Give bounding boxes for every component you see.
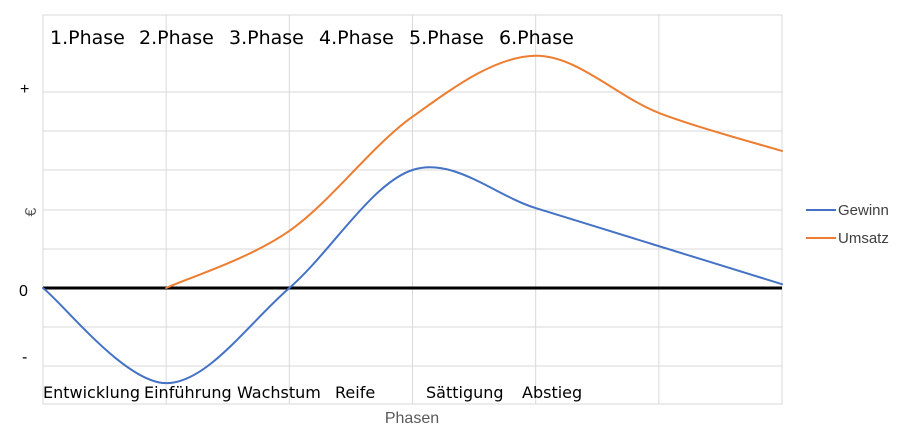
category-label: Abstieg — [522, 383, 582, 402]
y-tick-minus: - — [22, 349, 27, 366]
legend: Gewinn Umsatz — [806, 202, 889, 247]
category-label: Sättigung — [426, 383, 504, 402]
series-line-umsatz — [165, 54, 783, 289]
phase-label: 5.Phase — [409, 27, 484, 49]
phase-label: 4.Phase — [319, 27, 394, 49]
category-label: Entwicklung — [43, 383, 140, 402]
legend-label-gewinn: Gewinn — [838, 202, 889, 219]
phase-label: 1.Phase — [50, 27, 125, 49]
x-axis-title: Phasen — [385, 410, 439, 427]
phase-label: 6.Phase — [499, 27, 574, 49]
legend-label-umsatz: Umsatz — [838, 230, 889, 247]
series-line-gewinn — [42, 166, 783, 385]
phase-label: 2.Phase — [139, 27, 214, 49]
y-tick-zero: 0 — [19, 283, 28, 300]
category-label: Wachstum — [237, 383, 321, 402]
y-tick-plus: + — [20, 81, 29, 98]
category-label: Reife — [335, 383, 375, 402]
series-lines — [42, 54, 783, 385]
category-labels: Entwicklung Einführung Wachstum Reife Sättig… — [43, 383, 582, 402]
y-axis-title: € — [23, 207, 40, 216]
category-label: Einführung — [144, 383, 232, 402]
phase-labels: 1.Phase 2.Phase 3.Phase 4.Phase 5.Phase 6.Pha… — [50, 27, 574, 49]
phase-label: 3.Phase — [229, 27, 304, 49]
